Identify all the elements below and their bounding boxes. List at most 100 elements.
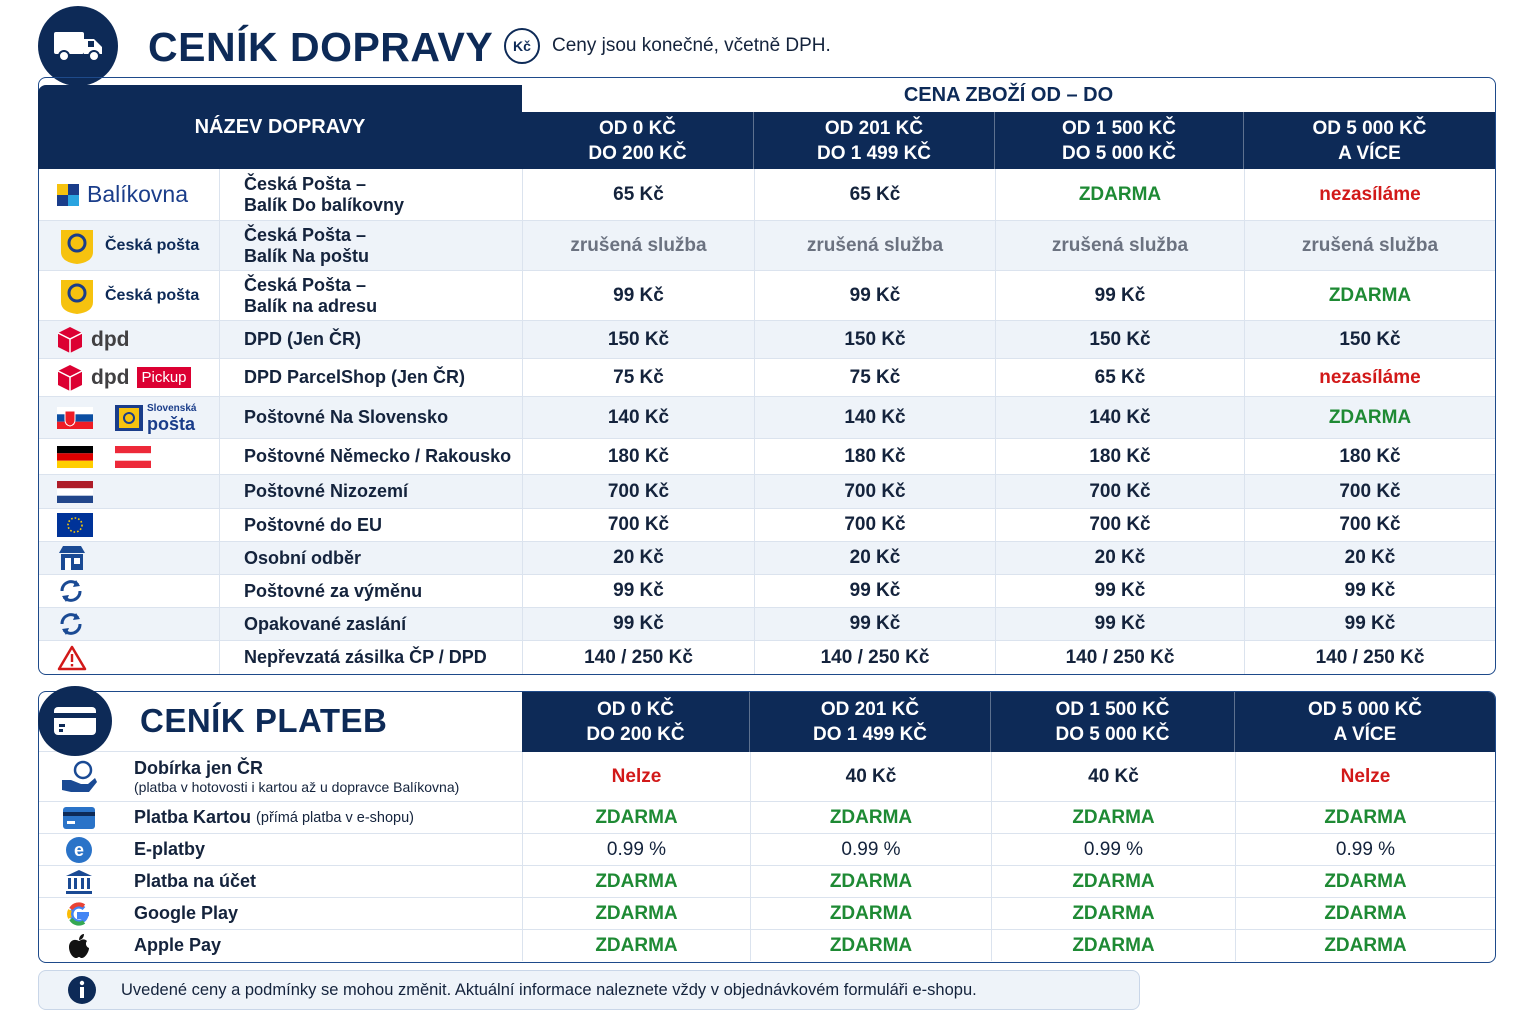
price-cell: 20 Kč (995, 542, 1244, 574)
price-cell: ZDARMA (991, 898, 1235, 929)
price-cell: nezasíláme (1244, 169, 1495, 220)
price-cell: 99 Kč (995, 575, 1244, 607)
posthorn-icon (61, 279, 93, 314)
price-cell: 140 / 250 Kč (1244, 641, 1495, 674)
icon-cell (39, 752, 119, 801)
price-cell: ZDARMA (750, 866, 991, 897)
price-cell: 140 / 250 Kč (522, 641, 754, 674)
shipping-name: DPD (Jen ČR) (244, 329, 362, 349)
price-cell: 99 Kč (995, 271, 1244, 320)
table-row: Apple Pay ZDARMA ZDARMA ZDARMA ZDARMA (39, 930, 1495, 961)
price-cell: 700 Kč (754, 475, 995, 508)
price-cell: zrušená služba (522, 221, 754, 270)
table-row: Osobní odběr 20 Kč 20 Kč 20 Kč 20 Kč (39, 542, 1495, 575)
balikovna-icon (57, 183, 79, 206)
table-row: Platba na účet ZDARMA ZDARMA ZDARMA ZDAR… (39, 866, 1495, 898)
price-cell: 99 Kč (754, 575, 995, 607)
price-cell: 75 Kč (522, 359, 754, 396)
price-cell: 0.99 % (991, 834, 1235, 865)
ceska-posta-logo: Česká pošta (39, 221, 220, 270)
resend-icon (60, 613, 82, 635)
shipping-name: Osobní odběr (244, 547, 361, 568)
price-cell: 65 Kč (995, 359, 1244, 396)
table-row: Opakované zaslání 99 Kč 99 Kč 99 Kč 99 K… (39, 608, 1495, 641)
e-payment-icon: e (66, 836, 92, 863)
ceska-posta-logo: Česká pošta (39, 271, 220, 320)
pay-col-header-2: OD 201 KČ DO 1 499 KČ (750, 692, 991, 752)
slovakia-flag-icon (57, 406, 93, 429)
price-cell: 700 Kč (1244, 509, 1495, 541)
col-header-2: OD 201 KČ DO 1 499 KČ (754, 112, 995, 169)
pay-col-header-1: OD 0 KČ DO 200 KČ (522, 692, 750, 752)
table-row: Poštovné za výměnu 99 Kč 99 Kč 99 Kč 99 … (39, 575, 1495, 608)
price-cell: 65 Kč (522, 169, 754, 220)
price-cell: 140 Kč (754, 397, 995, 438)
icons (39, 575, 220, 607)
price-cell: 40 Kč (750, 752, 991, 801)
info-icon (68, 976, 96, 1004)
price-cell: 700 Kč (995, 509, 1244, 541)
slovenska-posta-icon (115, 404, 143, 431)
shipping-name: Poštovné Na Slovensko (244, 407, 449, 427)
card-icon (63, 806, 95, 829)
icon-cell: e (39, 834, 119, 865)
table-row: Google Play ZDARMA ZDARMA ZDARMA ZDARMA (39, 898, 1495, 930)
balikovna-logo: Balíkovna (39, 169, 220, 220)
table-row: dpd DPD (Jen ČR) 150 Kč 150 Kč 150 Kč 15… (39, 321, 1495, 359)
price-cell: 700 Kč (1244, 475, 1495, 508)
table-row: e E-platby 0.99 % 0.99 % 0.99 % 0.99 % (39, 834, 1495, 866)
price-cell: zrušená služba (1244, 221, 1495, 270)
store-icon (59, 546, 85, 570)
price-cell: ZDARMA (522, 898, 750, 929)
price-cell: 20 Kč (754, 542, 995, 574)
netherlands-flag-icon (57, 480, 93, 503)
price-cell: 700 Kč (522, 509, 754, 541)
pay-col-header-3: OD 1 500 KČ DO 5 000 KČ (991, 692, 1235, 752)
icon-cell (39, 930, 119, 961)
currency-icon: Kč (504, 28, 540, 64)
shipping-name-header: NÁZEV DOPRAVY (38, 85, 522, 169)
slovakia-logos: Slovenská pošta (39, 397, 220, 438)
posthorn-icon (61, 229, 93, 264)
table-row: Slovenská pošta Poštovné Na Slovensko 14… (39, 397, 1495, 439)
table-row: Česká pošta Česká Pošta – Balík Na poštu … (39, 221, 1495, 271)
page-title: CENÍK DOPRAVY (148, 24, 494, 70)
payment-name: Apple Pay (134, 935, 222, 955)
price-cell: 65 Kč (754, 169, 995, 220)
price-cell: ZDARMA (750, 930, 991, 961)
warning-icon (57, 645, 87, 670)
payments-title: CENÍK PLATEB (140, 702, 388, 739)
card-badge (38, 686, 112, 756)
svg-text:e: e (74, 840, 84, 860)
payment-name: Dobírka jen ČR (platba v hotovosti i kar… (134, 757, 460, 795)
table-row: Platba Kartou (přímá platba v e-shopu) Z… (39, 802, 1495, 834)
price-cell: 700 Kč (754, 509, 995, 541)
payment-name: Platba Kartou (přímá platba v e-shopu) (134, 807, 415, 827)
price-cell: 180 Kč (754, 439, 995, 474)
table-row: Balíkovna Česká Pošta – Balík Do balíkovn… (39, 169, 1495, 221)
shipping-name: Česká Pošta – Balík Do balíkovny (244, 173, 405, 215)
price-cell: ZDARMA (522, 866, 750, 897)
apple-icon (69, 933, 89, 958)
table-row: Česká pošta Česká Pošta – Balík na adresu… (39, 271, 1495, 321)
price-cell: 700 Kč (522, 475, 754, 508)
icons (39, 608, 220, 640)
austria-flag-icon (115, 445, 151, 468)
price-cell: zrušená služba (995, 221, 1244, 270)
price-cell: 75 Kč (754, 359, 995, 396)
price-cell: 99 Kč (995, 608, 1244, 640)
price-cell: 99 Kč (522, 608, 754, 640)
price-cell: 700 Kč (995, 475, 1244, 508)
flags (39, 439, 220, 474)
table-row: Poštovné Nizozemí 700 Kč 700 Kč 700 Kč 7… (39, 475, 1495, 509)
payments-table (38, 691, 1496, 963)
price-cell: ZDARMA (991, 930, 1235, 961)
price-cell: 180 Kč (1244, 439, 1495, 474)
price-cell: 99 Kč (522, 271, 754, 320)
price-cell: 99 Kč (754, 271, 995, 320)
price-cell: 0.99 % (750, 834, 991, 865)
germany-flag-icon (57, 445, 93, 468)
price-cell: 150 Kč (754, 321, 995, 358)
price-cell: ZDARMA (1235, 866, 1495, 897)
price-cell: ZDARMA (1235, 898, 1495, 929)
